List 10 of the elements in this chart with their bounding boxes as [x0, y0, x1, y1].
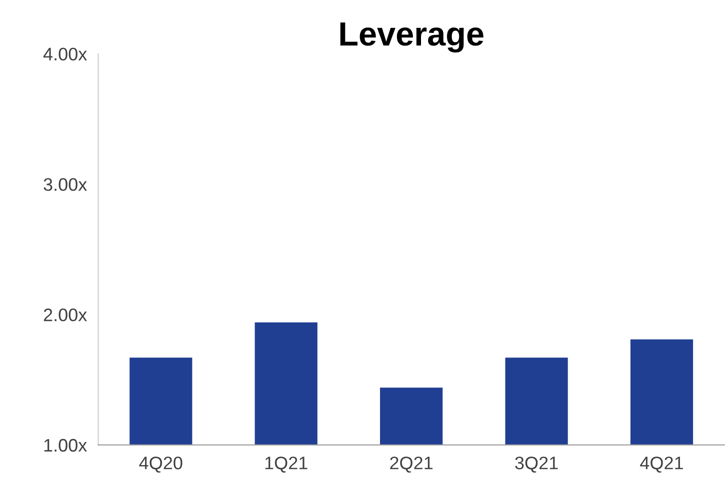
x-tick-label: 1Q21 [265, 456, 308, 473]
x-tick-label: 3Q21 [515, 456, 558, 473]
x-tick-label: 4Q21 [640, 456, 683, 473]
x-tick-label: 4Q20 [139, 456, 182, 473]
y-tick-label: 2.00x [44, 308, 87, 322]
x-tick-label: 2Q21 [390, 456, 433, 473]
y-tick-label: 3.00x [44, 178, 87, 191]
y-tick-label: 1.00x [44, 438, 87, 452]
chart-title: Leverage [340, 22, 484, 53]
y-tick-label: 4.00x [43, 48, 87, 61]
